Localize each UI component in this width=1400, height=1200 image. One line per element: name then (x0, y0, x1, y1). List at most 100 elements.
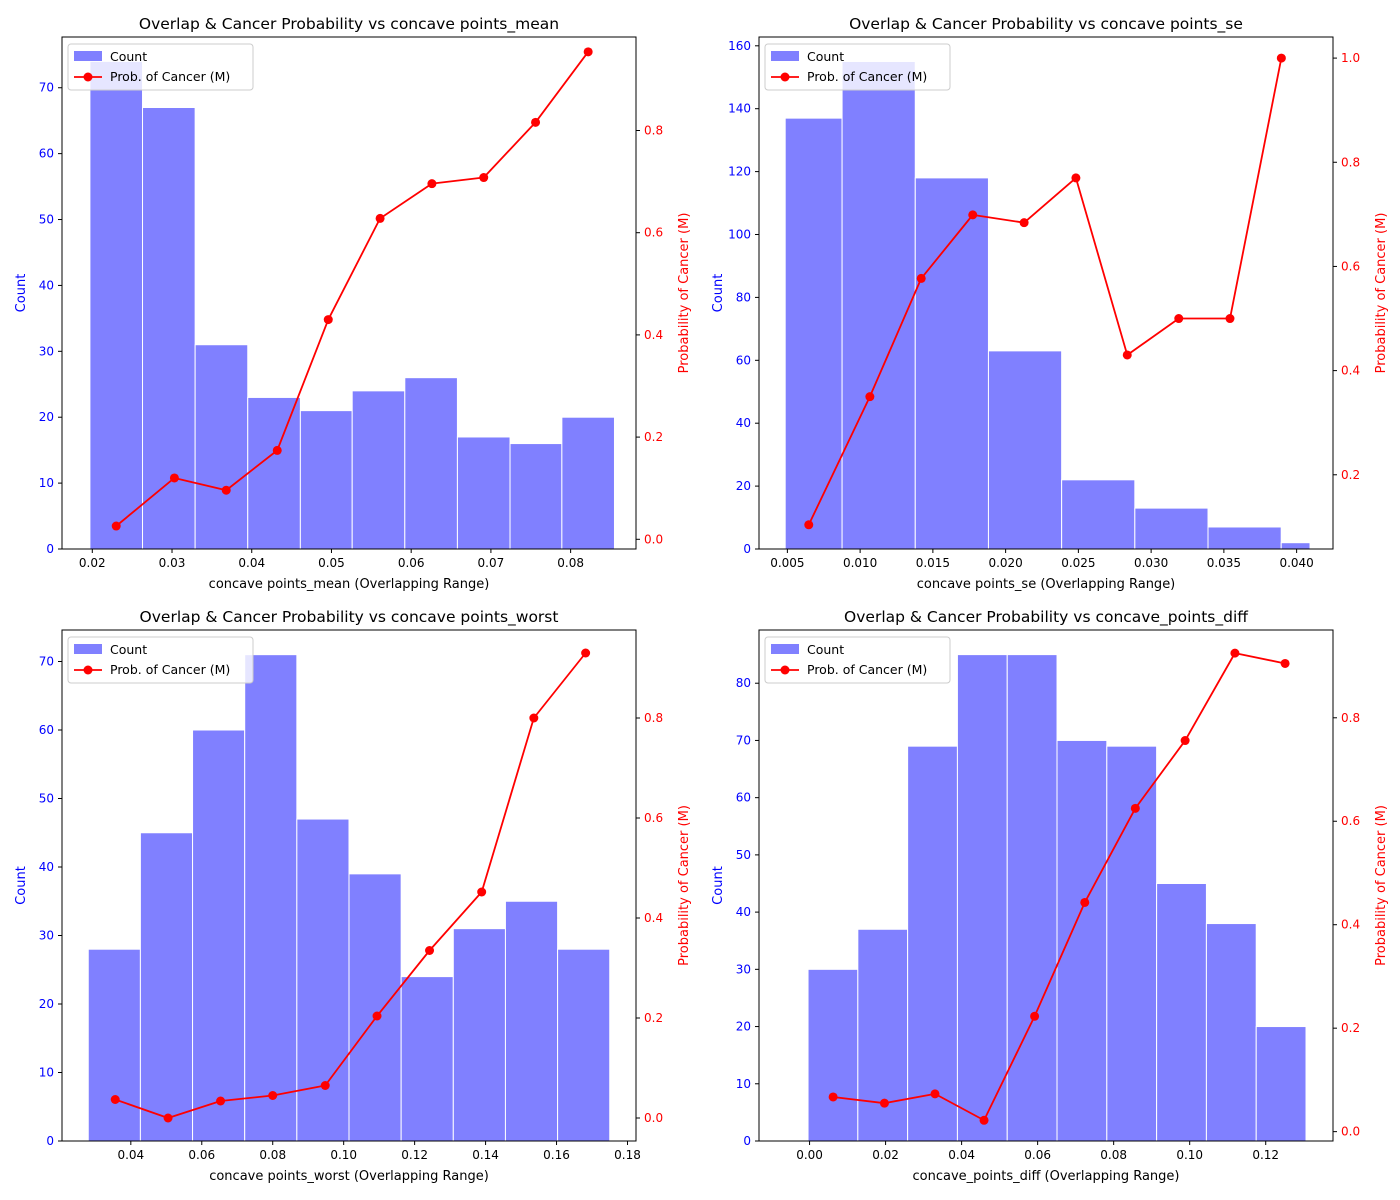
probability-point (1122, 350, 1132, 360)
legend: Count Prob. of Cancer (M) (764, 636, 951, 684)
y-axis-label: Count (711, 274, 726, 313)
y-tick-label: 160 (728, 39, 751, 53)
histogram-bar (299, 410, 353, 550)
axes-frame (61, 629, 637, 1142)
legend-swatch-marker (780, 665, 790, 675)
probability-point (1019, 218, 1029, 228)
y-tick-label: 0 (743, 542, 751, 556)
legend-swatch-marker (83, 665, 93, 675)
x-tick-label: 0.005 (770, 556, 804, 570)
y2-tick-label: 0.4 (1341, 918, 1360, 932)
y2-tick-label: 0.6 (1341, 814, 1360, 828)
y-tick-label: 30 (39, 344, 54, 358)
y-tick-label: 30 (39, 929, 54, 943)
probability-point (1225, 314, 1235, 324)
histogram-bar (296, 818, 350, 1142)
histogram-bar (194, 344, 249, 550)
y2-axis-label: Probability of Cancer (M) (677, 213, 692, 374)
x-tick-label: 0.18 (614, 1148, 641, 1162)
y-tick-label: 40 (39, 860, 54, 874)
probability-point (916, 273, 926, 283)
y-tick-label: 140 (728, 102, 751, 116)
legend-label-probability: Prob. of Cancer (M) (807, 662, 927, 677)
x-axis-label: concave points_worst (Overlapping Range) (209, 1169, 489, 1184)
y-tick-label: 20 (39, 997, 54, 1011)
x-tick-label: 0.035 (1207, 556, 1241, 570)
y-tick-label: 10 (736, 1077, 751, 1091)
x-tick-label: 0.12 (401, 1148, 428, 1162)
probability-point (375, 213, 385, 223)
legend-box (764, 636, 951, 684)
axes-frame (758, 629, 1334, 1142)
x-tick-label: 0.07 (478, 556, 505, 570)
axes-frame (61, 36, 637, 550)
histogram-bar (557, 948, 611, 1142)
probability-point (320, 1081, 330, 1090)
legend-label-probability: Prob. of Cancer (M) (807, 69, 927, 84)
histogram-bar (1106, 745, 1158, 1142)
y-tick-label: 40 (39, 278, 54, 292)
histogram-bar (452, 928, 506, 1142)
y2-tick-label: 0.2 (644, 430, 663, 444)
x-tick-label: 0.10 (330, 1148, 357, 1162)
probability-line (833, 652, 1286, 1122)
chart-panel-1: 0.02 0.03 0.04 0.05 0.06 0.07 0.08 0 10 20 30 40 50 6… (14, 15, 692, 592)
legend-swatch-count (74, 644, 102, 654)
x-tick-label: 0.025 (1061, 556, 1095, 570)
x-tick-label: 0.030 (1134, 556, 1168, 570)
chart-title: Overlap & Cancer Probability vs concave … (849, 15, 1243, 34)
histogram-bar (807, 968, 859, 1142)
probability-point (425, 946, 435, 955)
y2-tick-label: 0.0 (644, 532, 663, 546)
probability-point (1180, 736, 1190, 746)
histogram-bar (456, 436, 511, 550)
legend: Count Prob. of Cancer (M) (67, 43, 254, 91)
histogram-bar (1006, 654, 1058, 1142)
histogram-bar (841, 61, 916, 550)
probability-line (807, 57, 1283, 526)
histogram-bar (1061, 479, 1136, 550)
probability-point (529, 713, 539, 723)
x-tick-label: 0.04 (948, 1148, 975, 1162)
histogram-bar (351, 390, 406, 550)
probability-point (968, 210, 978, 220)
x-axis-label: concave points_mean (Overlapping Range) (209, 577, 490, 592)
y2-axis-label: Probability of Cancer (M) (1374, 213, 1389, 374)
y-tick-label: 10 (39, 476, 54, 490)
y2-tick-label: 0.6 (644, 811, 663, 825)
y-tick-label: 70 (39, 655, 54, 669)
y-tick-label: 70 (39, 81, 54, 95)
axes-frame (758, 36, 1334, 550)
legend-box (67, 636, 254, 684)
legend-swatch-marker (780, 72, 790, 82)
histogram-bar (1207, 526, 1282, 550)
x-tick-label: 0.015 (916, 556, 950, 570)
x-tick-label: 0.040 (1279, 556, 1313, 570)
legend-swatch-count (771, 644, 799, 654)
y-axis-label: Count (711, 866, 726, 905)
probability-point (110, 1095, 120, 1104)
legend-label-probability: Prob. of Cancer (M) (110, 69, 230, 84)
legend-label-count: Count (807, 642, 844, 657)
y-tick-label: 0 (743, 1134, 751, 1148)
histogram-bar (1280, 542, 1311, 550)
y2-tick-label: 0.0 (644, 1111, 663, 1125)
x-tick-label: 0.08 (259, 1148, 286, 1162)
legend-label-count: Count (110, 642, 147, 657)
probability-point (1174, 314, 1184, 324)
histogram-bar (1134, 507, 1209, 550)
histogram-bar (348, 873, 402, 1142)
y-tick-label: 50 (39, 792, 54, 806)
y-tick-label: 40 (736, 416, 751, 430)
legend-swatch-count (771, 51, 799, 61)
histogram-bar (89, 60, 144, 550)
y2-axis-label: Probability of Cancer (M) (677, 805, 692, 966)
probability-point (581, 648, 591, 658)
y2-tick-label: 0.4 (1341, 364, 1360, 378)
y2-axis-label: Probability of Cancer (M) (1374, 805, 1389, 966)
x-tick-label: 0.06 (398, 556, 425, 570)
probability-point (427, 179, 437, 189)
x-tick-label: 0.05 (318, 556, 345, 570)
y-tick-label: 20 (39, 410, 54, 424)
